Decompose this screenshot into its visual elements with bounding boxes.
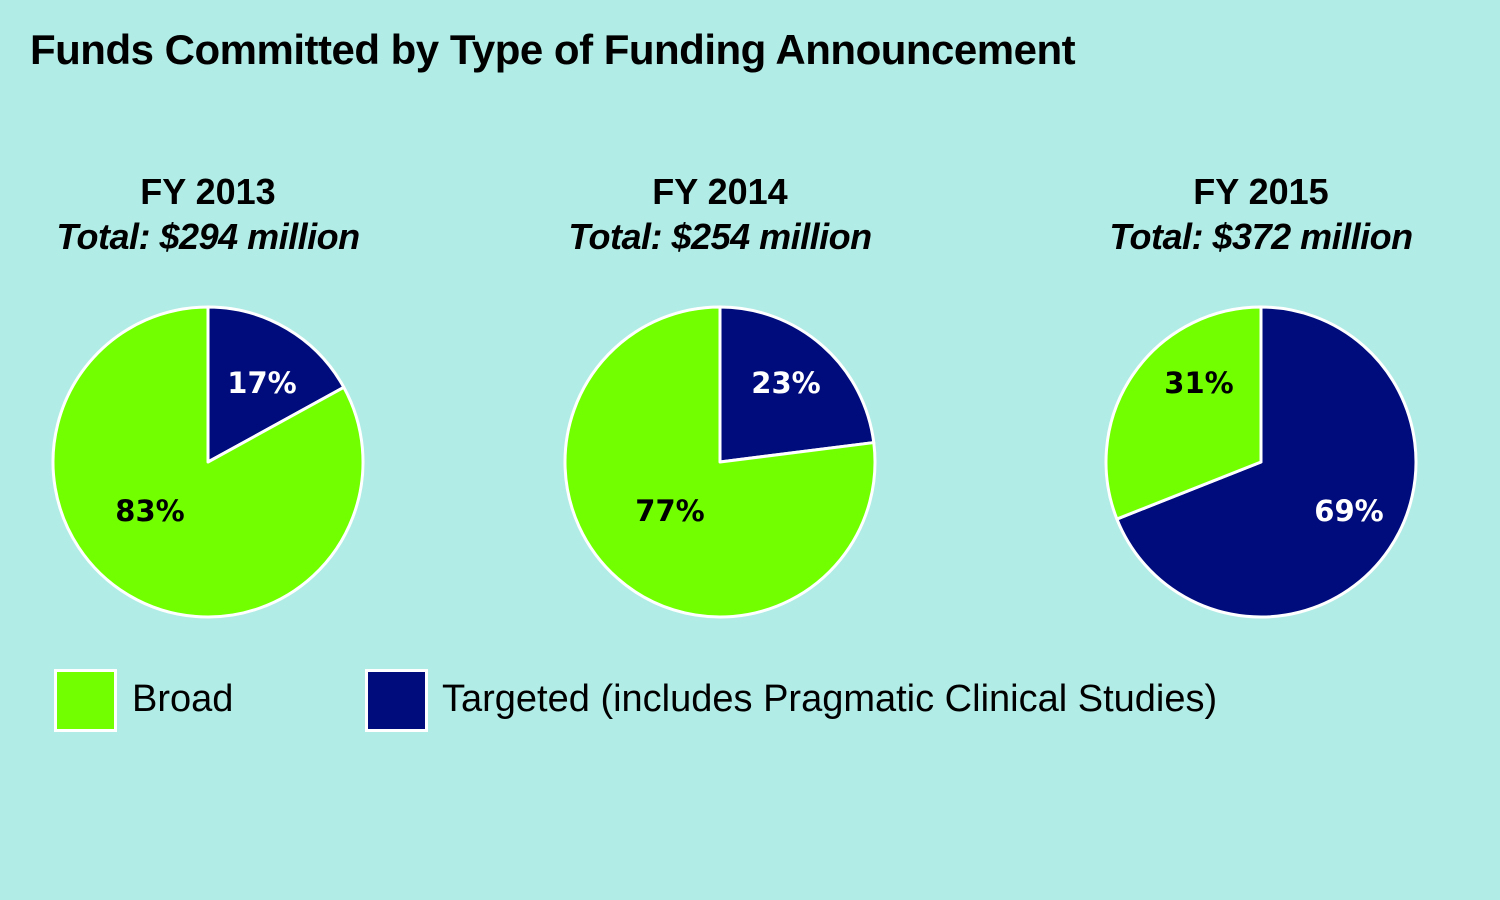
chart-title: Funds Committed by Type of Funding Annou… (30, 26, 1076, 73)
legend-label-broad: Broad (132, 678, 234, 720)
legend-swatch-targeted (365, 669, 428, 732)
pie-total-label: Total: $294 million (56, 216, 360, 257)
pie-data-label: 31% (1164, 366, 1233, 400)
pie-year-label: FY 2013 (140, 171, 276, 212)
pie-total-label: Total: $254 million (568, 216, 872, 257)
pie-header-2013: FY 2013 Total: $294 million (0, 170, 418, 260)
pie-data-label: 83% (115, 494, 184, 528)
pie-slice-broad (51, 305, 365, 619)
pie-data-label: 69% (1314, 494, 1383, 528)
pie-slice-targeted (1115, 305, 1418, 619)
pie-slice-targeted (206, 305, 346, 464)
pie-year-label: FY 2014 (652, 171, 788, 212)
pie-header-2014: FY 2014 Total: $254 million (510, 170, 930, 260)
legend-label-targeted: Targeted (includes Pragmatic Clinical St… (442, 678, 1218, 720)
pie-data-label: 17% (227, 366, 296, 400)
pie-slice-broad (563, 305, 877, 619)
pie-header-2015: FY 2015 Total: $372 million (1051, 170, 1471, 260)
pie-slice-broad (1104, 305, 1263, 521)
pie-data-label: 77% (635, 494, 704, 528)
legend-swatch-broad (54, 669, 117, 732)
pie-slice-targeted (718, 305, 876, 464)
pie-data-label: 23% (751, 366, 820, 400)
pie-total-label: Total: $372 million (1109, 216, 1413, 257)
pie-year-label: FY 2015 (1193, 171, 1329, 212)
